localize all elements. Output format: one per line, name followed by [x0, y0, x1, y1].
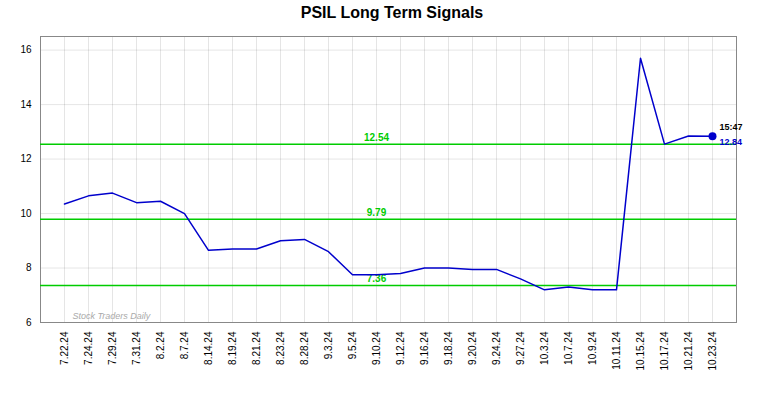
svg-text:8.14.24: 8.14.24 — [203, 331, 214, 365]
svg-text:15:47: 15:47 — [720, 122, 743, 132]
svg-text:9.3.24: 9.3.24 — [323, 331, 334, 359]
svg-text:9.24.24: 9.24.24 — [491, 331, 502, 365]
svg-text:9.79: 9.79 — [367, 207, 387, 218]
svg-text:12.84: 12.84 — [720, 137, 743, 147]
svg-text:7.31.24: 7.31.24 — [131, 331, 142, 365]
svg-text:10.15.24: 10.15.24 — [635, 331, 646, 370]
svg-text:8.21.24: 8.21.24 — [251, 331, 262, 365]
svg-text:8.28.24: 8.28.24 — [299, 331, 310, 365]
svg-text:9.18.24: 9.18.24 — [443, 331, 454, 365]
svg-text:10.23.24: 10.23.24 — [707, 331, 718, 370]
svg-text:10.11.24: 10.11.24 — [611, 331, 622, 370]
svg-text:9.12.24: 9.12.24 — [395, 331, 406, 365]
svg-text:7.24.24: 7.24.24 — [83, 331, 94, 365]
svg-text:9.27.24: 9.27.24 — [515, 331, 526, 365]
svg-text:10.3.24: 10.3.24 — [539, 331, 550, 365]
svg-text:10.17.24: 10.17.24 — [659, 331, 670, 370]
svg-text:9.5.24: 9.5.24 — [347, 331, 358, 359]
svg-text:8.23.24: 8.23.24 — [275, 331, 286, 365]
svg-text:8: 8 — [26, 262, 32, 273]
svg-text:10.7.24: 10.7.24 — [563, 331, 574, 365]
svg-text:8.2.24: 8.2.24 — [155, 331, 166, 359]
svg-text:12: 12 — [20, 153, 32, 164]
svg-text:10.21.24: 10.21.24 — [683, 331, 694, 370]
svg-text:8.7.24: 8.7.24 — [179, 331, 190, 359]
svg-text:12.54: 12.54 — [364, 132, 389, 143]
svg-text:Stock Traders Daily: Stock Traders Daily — [73, 311, 151, 321]
svg-text:9.20.24: 9.20.24 — [467, 331, 478, 365]
svg-text:9.16.24: 9.16.24 — [419, 331, 430, 365]
svg-text:9.10.24: 9.10.24 — [371, 331, 382, 365]
svg-text:8.19.24: 8.19.24 — [227, 331, 238, 365]
svg-text:10.9.24: 10.9.24 — [587, 331, 598, 365]
svg-text:6: 6 — [26, 317, 32, 328]
svg-text:10: 10 — [20, 208, 32, 219]
svg-text:14: 14 — [20, 99, 32, 110]
svg-text:7.36: 7.36 — [366, 273, 387, 285]
svg-text:16: 16 — [20, 44, 32, 55]
svg-text:7.29.24: 7.29.24 — [107, 331, 118, 365]
html-text:PSIL Long Term Signals: PSIL Long Term Signals — [300, 4, 484, 21]
svg-text:7.22.24: 7.22.24 — [59, 331, 70, 365]
